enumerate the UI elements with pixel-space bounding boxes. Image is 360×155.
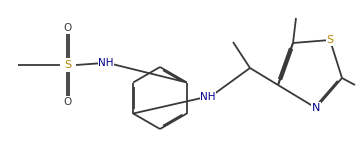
Text: N: N	[312, 103, 320, 113]
Text: NH: NH	[98, 58, 114, 68]
Text: O: O	[64, 97, 72, 107]
Text: NH: NH	[200, 92, 216, 102]
Text: S: S	[64, 60, 72, 70]
Text: O: O	[64, 23, 72, 33]
Text: S: S	[327, 35, 334, 45]
